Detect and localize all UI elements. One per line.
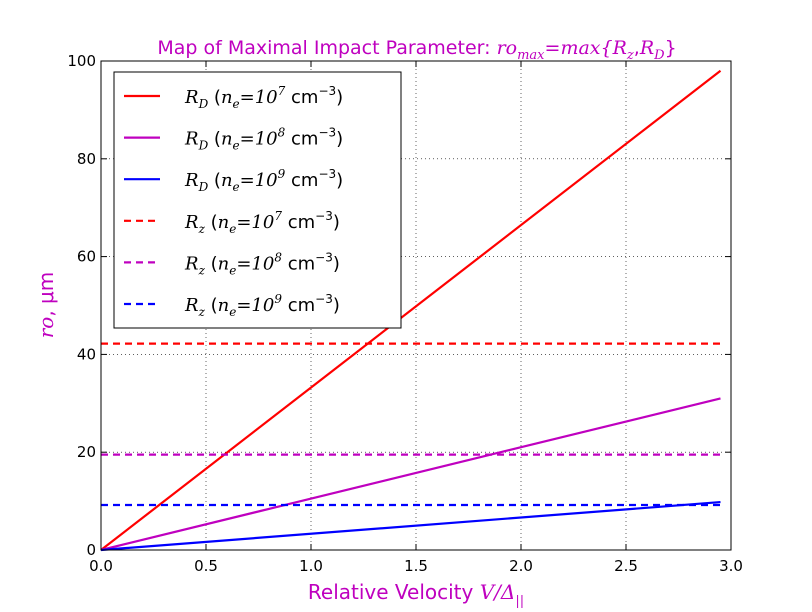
legend-entry: RD (ne=107 cm−3): [184, 84, 343, 111]
series-line: [100, 397, 721, 552]
x-tick-label: 1.0: [299, 557, 323, 575]
x-tick-label: 2.5: [614, 557, 638, 575]
y-tick-label: 80: [77, 150, 96, 168]
series-line: [100, 500, 721, 552]
legend-entry: RD (ne=108 cm−3): [184, 126, 343, 153]
legend: RD (ne=107 cm−3) RD (ne=108 cm−3) RD (ne=1…: [113, 71, 402, 329]
legend-box: [113, 71, 402, 329]
y-tick-label: 100: [67, 52, 96, 70]
x-tick-label: 1.5: [404, 557, 428, 575]
legend-entry: Rz (ne=109 cm−3): [184, 292, 340, 319]
x-axis-label: Relative Velocity V/Δ||: [308, 580, 524, 609]
x-tick-label: 3.0: [719, 557, 743, 575]
series-line: [100, 69, 722, 551]
y-tick-label: 40: [77, 345, 96, 363]
x-tick-label: 0.0: [89, 557, 113, 575]
legend-entry: Rz (ne=108 cm−3): [184, 250, 340, 277]
legend-entry: Rz (ne=107 cm−3): [184, 209, 340, 236]
y-tick-label: 60: [77, 248, 96, 266]
y-axis-label: ro, μm: [34, 272, 58, 339]
legend-entry: RD (ne=109 cm−3): [184, 167, 343, 194]
y-tick-label: 20: [77, 443, 96, 461]
x-tick-label: 0.5: [194, 557, 218, 575]
y-tick-label: 0: [86, 541, 96, 559]
series-layer: [100, 69, 722, 552]
chart-title: Map of Maximal Impact Parameter: romax=m…: [157, 37, 676, 63]
axis-ticks: 0.0 0.5 1.0 1.5 2.0 2.5 3.0 0 20 40 60 80 100: [67, 52, 743, 575]
x-tick-label: 2.0: [509, 557, 533, 575]
